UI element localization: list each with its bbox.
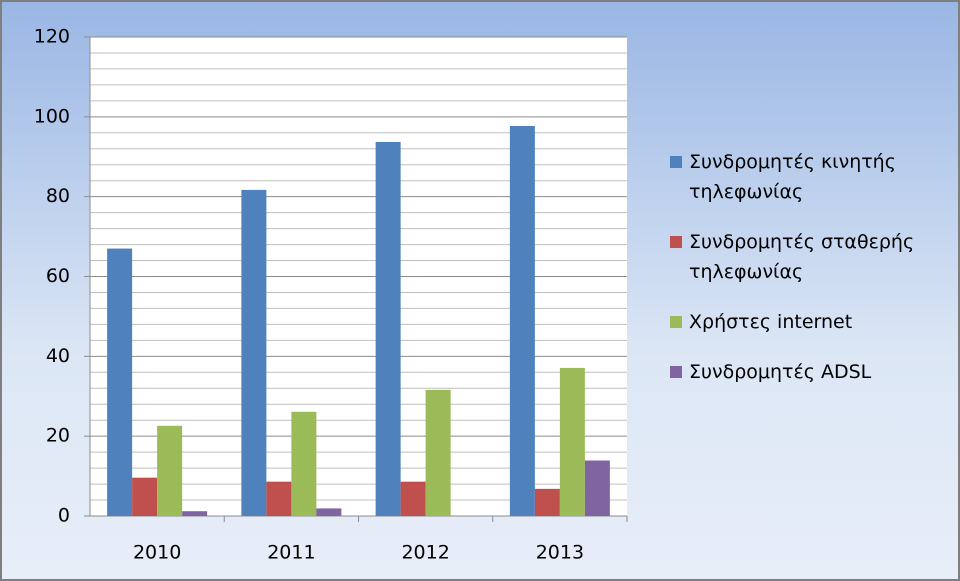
bar	[534, 488, 560, 516]
legend-swatch	[670, 156, 682, 168]
bar	[157, 425, 183, 516]
legend: Συνδρομητές κινητής τηλεφωνίας Συνδρομητέ…	[670, 147, 955, 407]
legend-item: Χρήστες internet	[670, 307, 955, 337]
x-tick-label: 2010	[133, 542, 181, 564]
bar	[509, 126, 535, 517]
bar	[182, 511, 208, 516]
bar	[400, 481, 426, 516]
bar	[132, 477, 158, 516]
bar	[584, 460, 610, 516]
y-tick-label: 120	[34, 26, 70, 48]
legend-swatch	[670, 316, 682, 328]
y-tick-label: 100	[34, 105, 70, 127]
legend-item: Συνδρομητές κινητής τηλεφωνίας	[670, 147, 955, 207]
legend-item: Συνδρομητές ADSL	[670, 357, 955, 387]
legend-swatch	[670, 366, 682, 378]
x-tick-label: 2012	[401, 542, 449, 564]
legend-label: Χρήστες internet	[689, 311, 853, 333]
bar	[291, 411, 317, 516]
bar	[107, 248, 133, 516]
bar	[316, 508, 342, 516]
legend-label: Συνδρομητές κινητής τηλεφωνίας	[689, 151, 896, 203]
bar	[241, 189, 267, 516]
bar	[266, 481, 292, 516]
legend-label: Συνδρομητές ADSL	[689, 361, 872, 383]
x-tick-label: 2011	[267, 542, 315, 564]
y-tick-label: 0	[58, 505, 70, 527]
y-tick-label: 80	[46, 185, 70, 207]
bar	[375, 141, 401, 516]
bar	[425, 389, 451, 516]
y-tick-label: 40	[46, 345, 70, 367]
legend-item: Συνδρομητές σταθερής τηλεφωνίας	[670, 227, 955, 287]
legend-swatch	[670, 236, 682, 248]
y-tick-label: 20	[46, 425, 70, 447]
y-tick-label: 60	[46, 265, 70, 287]
legend-label: Συνδρομητές σταθερής τηλεφωνίας	[689, 231, 915, 283]
bar	[559, 367, 585, 516]
x-tick-label: 2013	[536, 542, 584, 564]
